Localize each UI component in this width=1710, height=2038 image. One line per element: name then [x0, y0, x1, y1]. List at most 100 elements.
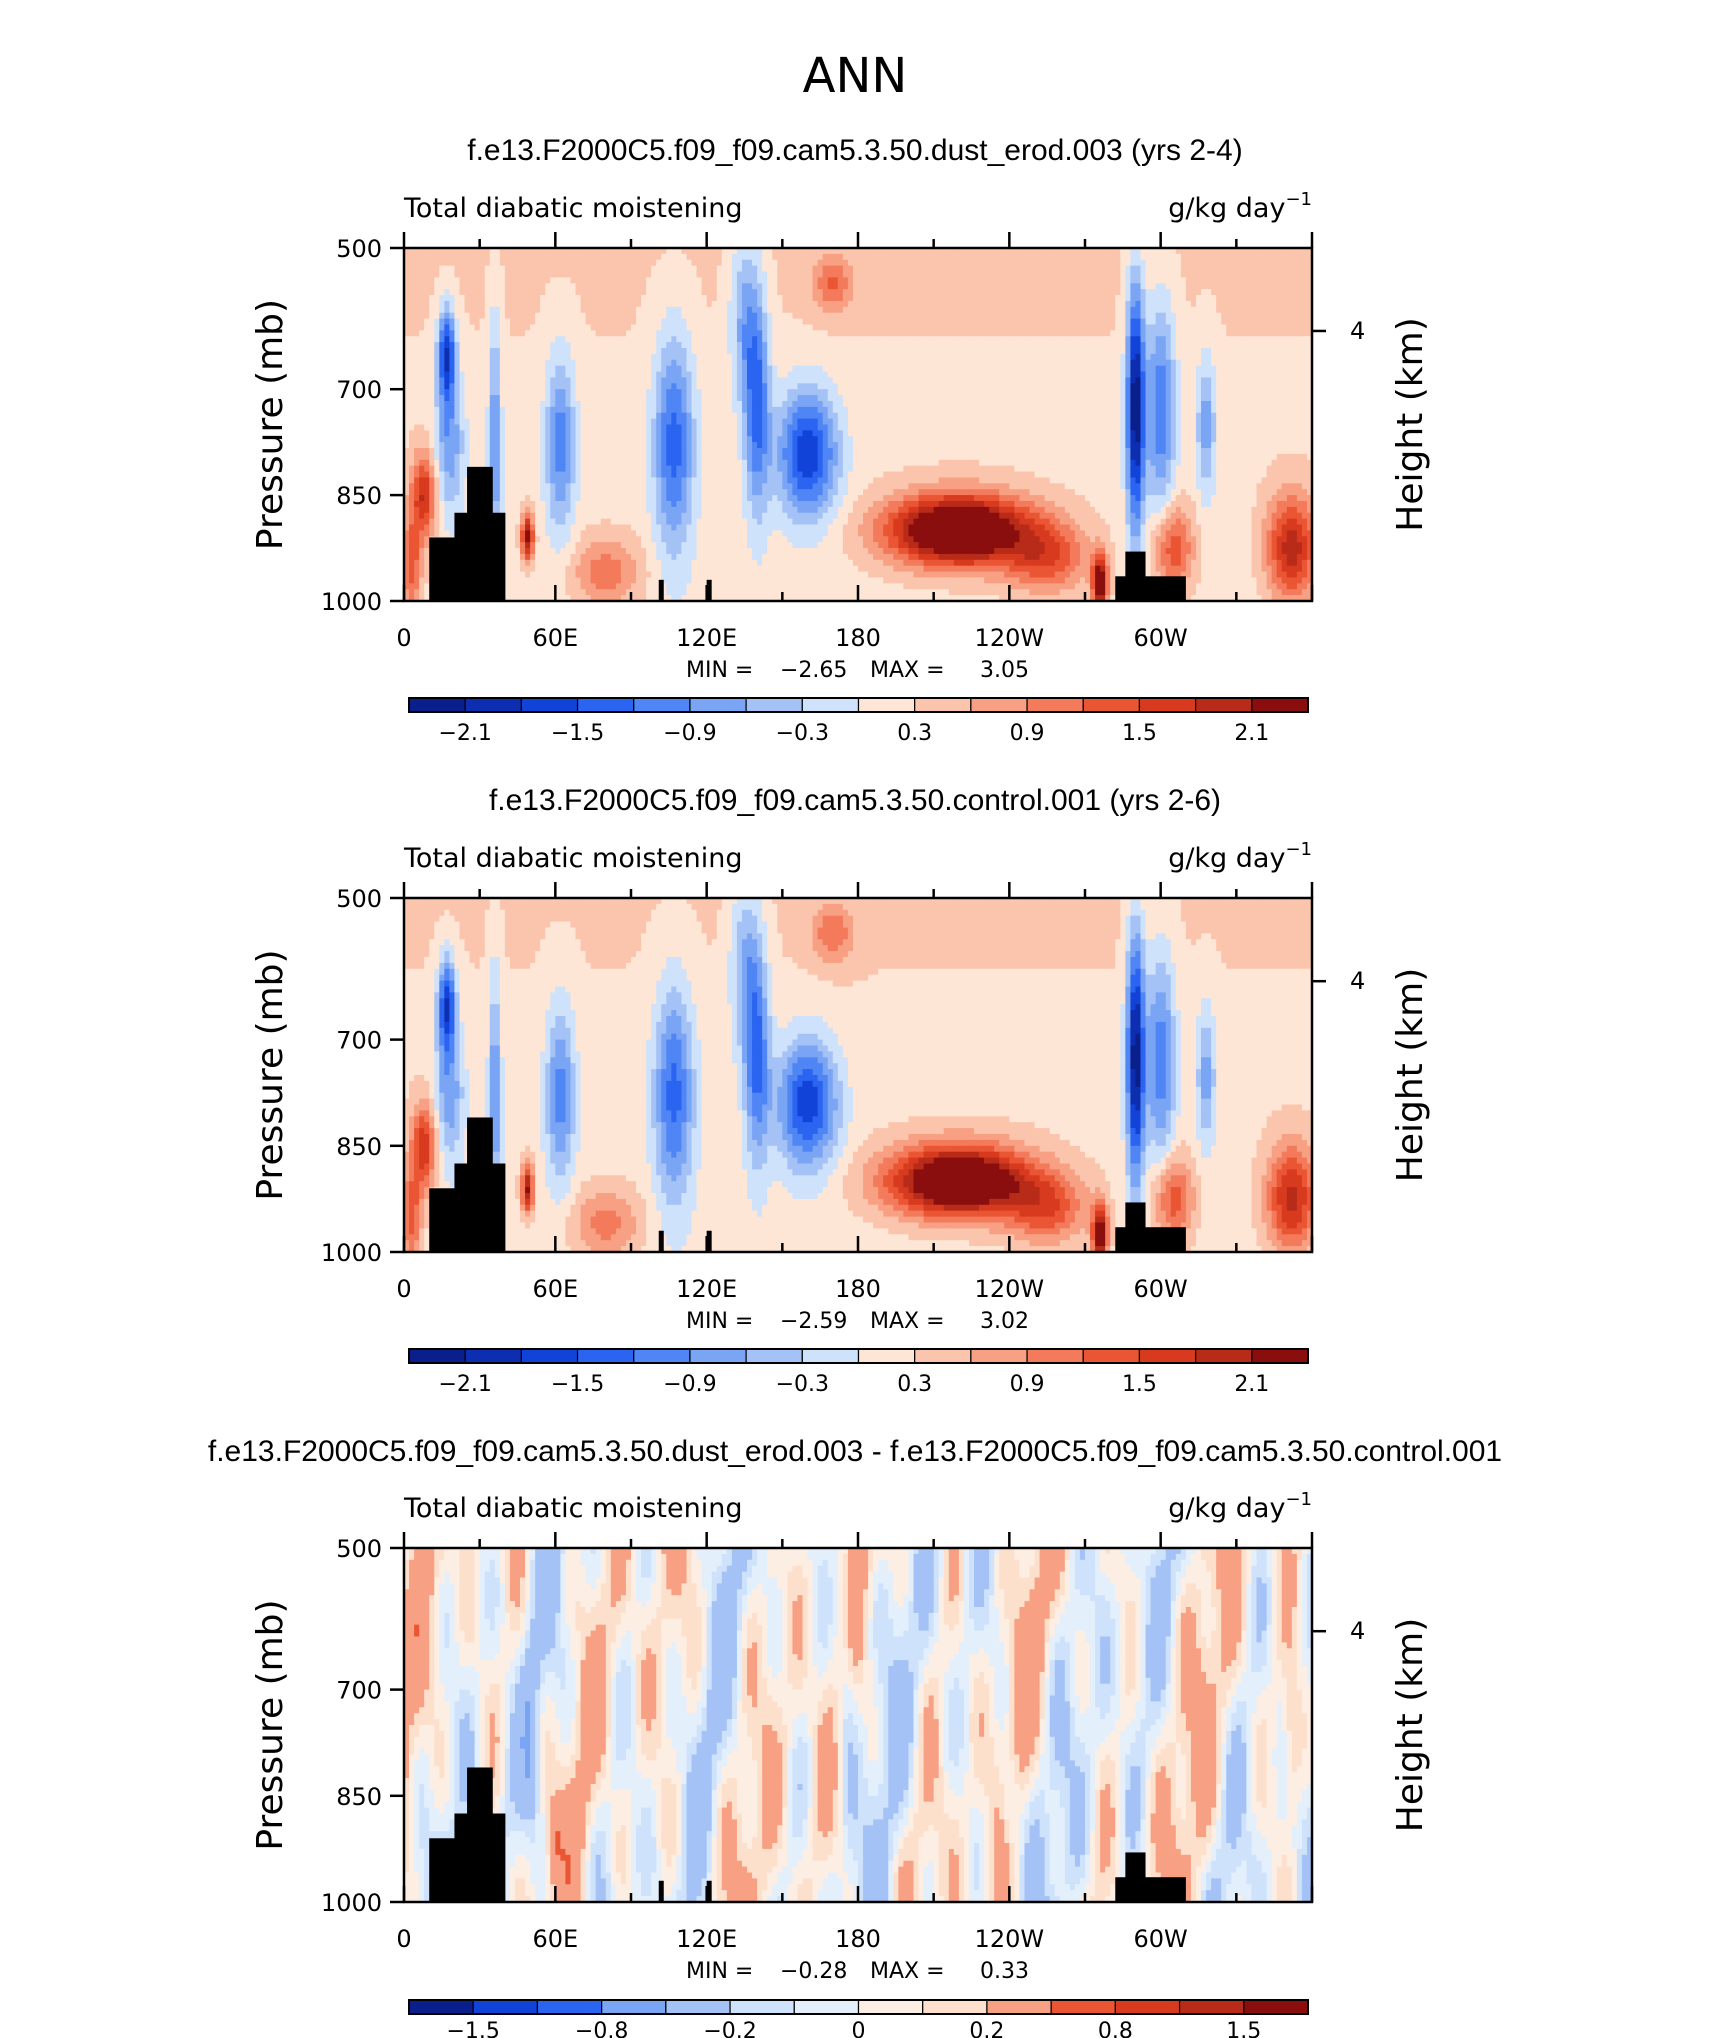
y2-tick-label: 4	[1350, 1617, 1365, 1645]
colorbar: −1.5 −0.8 −0.2 0 0.2 0.8 1.5	[408, 1999, 1309, 2038]
units-label: g/kg day−1	[1168, 839, 1312, 874]
y2-axis-label: Height (km)	[1390, 317, 1431, 531]
colorbar-box	[801, 697, 860, 713]
panel-title: f.e13.F2000C5.f09_f09.cam5.3.50.dust_ero…	[208, 1435, 1502, 1468]
colorbar-box	[1251, 1348, 1309, 1364]
colorbar-box	[857, 697, 916, 713]
y-axis-label: Pressure (mb)	[250, 299, 291, 550]
colorbar-box	[601, 1999, 667, 2015]
panel-3: f.e13.F2000C5.f09_f09.cam5.3.50.dust_ero…	[208, 1435, 1502, 2038]
topography	[429, 466, 1186, 601]
topography-spike	[706, 579, 712, 601]
y-tick-label: 1000	[321, 1889, 382, 1917]
topography-block	[492, 1813, 506, 1902]
x-tick-label: 60W	[1134, 1275, 1188, 1303]
y-tick-label: 850	[336, 1783, 382, 1811]
x-tick-label: 120W	[975, 624, 1045, 652]
colorbar-box	[536, 1999, 603, 2015]
y2-axis-label: Height (km)	[1390, 968, 1431, 1182]
contour-field	[404, 1548, 1313, 1903]
y-tick-label: 1000	[321, 588, 382, 616]
topography-block	[454, 1163, 468, 1252]
colorbar-box	[576, 1348, 635, 1364]
topography-block	[479, 1767, 493, 1902]
colorbar-box	[408, 697, 466, 713]
colorbar-box	[793, 1999, 860, 2015]
colorbar-label: 0.9	[1010, 1372, 1045, 1397]
x-tick-label: 0	[396, 624, 411, 652]
x-tick-label: 120E	[676, 1925, 737, 1953]
x-tick-label: 120W	[975, 1925, 1045, 1953]
y-tick-label: 850	[336, 482, 382, 510]
max-label: MAX =	[870, 658, 945, 683]
colorbar-box	[633, 697, 691, 713]
colorbar-label: 0.3	[897, 721, 932, 746]
colorbar-box	[689, 697, 747, 713]
topography-block	[454, 512, 468, 601]
contour-field	[404, 898, 1313, 1253]
topography-spike	[706, 1880, 712, 1902]
x-tick-label: 60E	[532, 1925, 578, 1953]
colorbar-label: −2.1	[438, 1372, 491, 1397]
colorbar-label: −1.5	[551, 721, 604, 746]
max-label: MAX =	[870, 1309, 945, 1334]
min-value: −0.28	[780, 1959, 847, 1984]
topography-block	[467, 466, 481, 601]
colorbar-box	[857, 1999, 924, 2015]
x-tick-label: 60W	[1134, 624, 1188, 652]
colorbar-label: −0.9	[663, 721, 716, 746]
topography-spike	[658, 1880, 664, 1902]
units-label: g/kg day−1	[1168, 1489, 1312, 1524]
x-tick-label: 180	[835, 624, 881, 652]
panel-2: f.e13.F2000C5.f09_f09.cam5.3.50.control.…	[250, 784, 1431, 1397]
topography-block	[479, 466, 493, 601]
topography-block	[454, 1813, 468, 1902]
colorbar-box	[408, 1999, 474, 2015]
topography-block	[429, 1188, 443, 1252]
x-tick-label: 180	[835, 1275, 881, 1303]
colorbar-label: −2.1	[438, 721, 491, 746]
topography-andes-peak	[1125, 1852, 1146, 1902]
min-value: −2.65	[780, 658, 847, 683]
colorbar-label: 0	[852, 2019, 866, 2038]
colorbar-label: 1.5	[1122, 1372, 1157, 1397]
colorbar-box	[1178, 1999, 1245, 2015]
colorbar-box	[914, 1348, 972, 1364]
x-tick-label: 60E	[532, 624, 578, 652]
y-tick-label: 500	[336, 1535, 382, 1563]
topography-andes-peak	[1125, 551, 1146, 601]
y2-axis-label: Height (km)	[1390, 1618, 1431, 1832]
topography-block	[492, 512, 506, 601]
y-axis-label: Pressure (mb)	[250, 949, 291, 1200]
colorbar-box	[914, 697, 972, 713]
topography-block	[467, 1767, 481, 1902]
colorbar-box	[689, 1348, 747, 1364]
colorbar-label: 0.3	[897, 1372, 932, 1397]
left-string: Total diabatic moistening	[403, 1493, 742, 1524]
x-tick-label: 180	[835, 1925, 881, 1953]
colorbar-label: −1.5	[551, 1372, 604, 1397]
colorbar-box	[576, 697, 635, 713]
colorbar-label: −0.2	[703, 2019, 756, 2038]
colorbar-box	[520, 697, 579, 713]
colorbar-box	[729, 1999, 795, 2015]
x-tick-label: 120E	[676, 624, 737, 652]
y-tick-label: 700	[336, 1677, 382, 1705]
colorbar-box	[1026, 1348, 1084, 1364]
panel-title: f.e13.F2000C5.f09_f09.cam5.3.50.dust_ero…	[467, 134, 1242, 167]
topography-spike	[706, 1230, 712, 1252]
colorbar-label: 2.1	[1234, 721, 1269, 746]
topography-block	[492, 1163, 506, 1252]
colorbar-label: −0.9	[663, 1372, 716, 1397]
colorbar-box	[986, 1999, 1052, 2015]
topography-block	[441, 537, 455, 601]
x-tick-label: 0	[396, 1925, 411, 1953]
topography-block	[429, 537, 443, 601]
contour-field	[404, 248, 1313, 602]
y-tick-label: 700	[336, 1027, 382, 1055]
colorbar: −2.1 −1.5 −0.9 −0.3 0.3 0.9 1.5 2.1	[408, 697, 1309, 746]
colorbar-label: −0.3	[776, 1372, 829, 1397]
y-tick-label: 700	[336, 376, 382, 404]
left-string: Total diabatic moistening	[403, 843, 742, 874]
